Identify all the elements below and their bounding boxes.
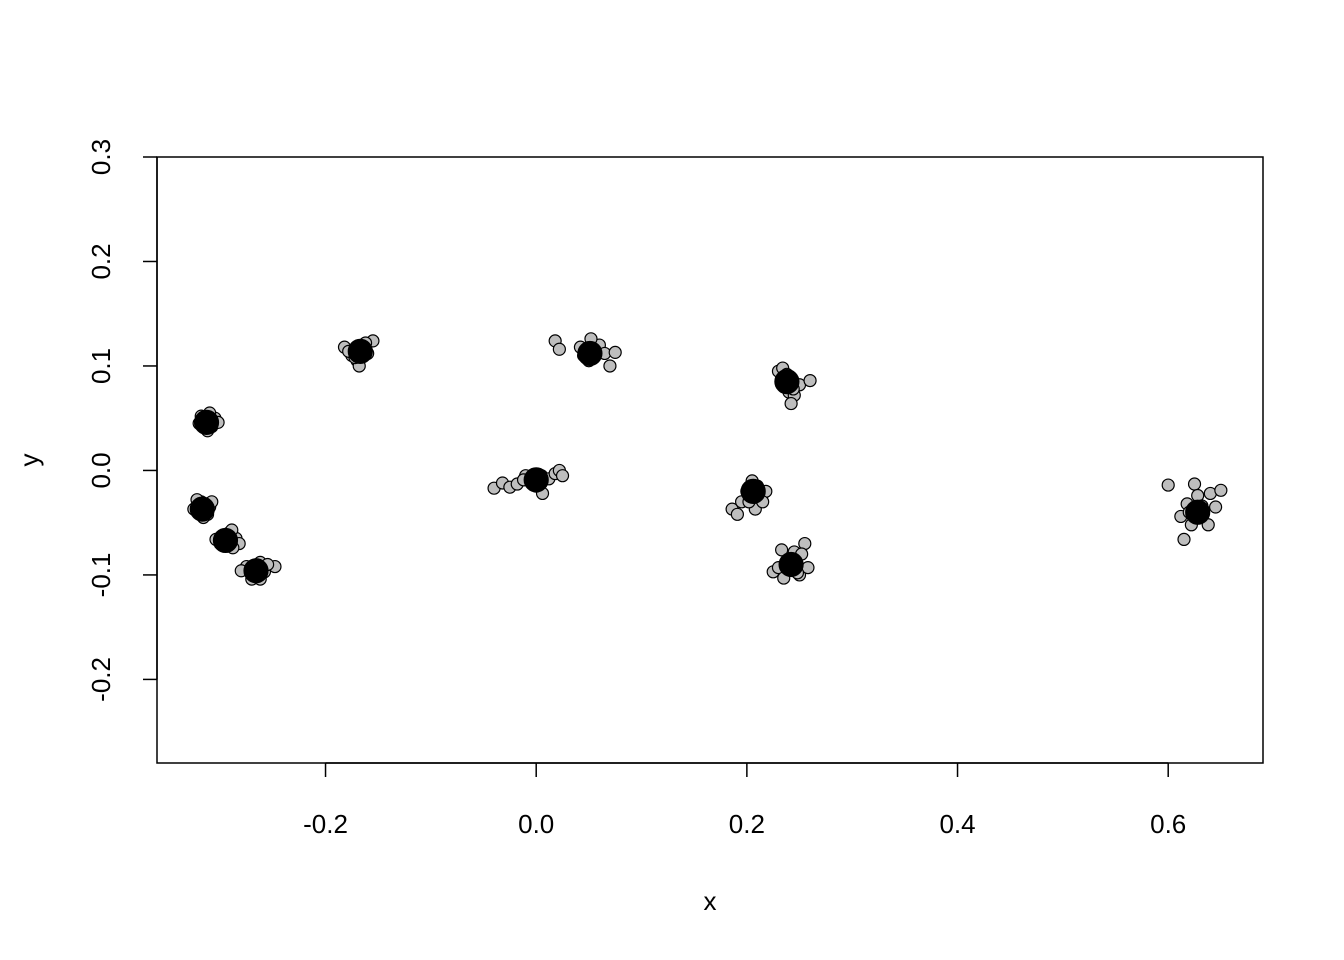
- cluster-center-point: [1185, 499, 1211, 525]
- data-points: [187, 332, 1228, 586]
- y-tick-label: 0.3: [86, 139, 116, 175]
- sample-point: [1187, 477, 1202, 491]
- sample-point: [1177, 532, 1191, 547]
- sample-point: [775, 543, 789, 557]
- x-axis-title: x: [704, 886, 717, 916]
- sample-point: [803, 373, 817, 388]
- cluster-center-point: [778, 551, 804, 578]
- sample-point: [608, 345, 622, 359]
- cluster-center-point: [774, 369, 800, 395]
- cluster-center-point: [347, 338, 373, 364]
- y-tick-label: -0.2: [86, 657, 116, 702]
- cluster-center-point: [523, 467, 549, 493]
- x-tick-label: 0.2: [729, 809, 765, 839]
- plot-frame: [156, 156, 1264, 764]
- y-axis-title: y: [14, 454, 44, 467]
- x-tick-label: 0.0: [518, 809, 554, 839]
- sample-point: [1161, 478, 1175, 492]
- y-tick-label: 0.2: [86, 243, 116, 279]
- cluster-center-point: [577, 340, 603, 367]
- sample-point: [1208, 500, 1223, 514]
- y-tick-label: -0.1: [86, 553, 116, 598]
- cluster-center-point: [212, 527, 239, 554]
- x-tick-label: -0.2: [303, 809, 348, 839]
- cluster-center-point: [740, 478, 766, 504]
- sample-point: [603, 359, 617, 373]
- y-tick-label: 0.1: [86, 348, 116, 384]
- y-tick-label: 0.0: [86, 452, 116, 488]
- cluster-center-point: [193, 409, 220, 435]
- x-tick-label: 0.6: [1150, 809, 1186, 839]
- x-tick-label: 0.4: [939, 809, 975, 839]
- sample-point: [784, 396, 798, 411]
- sample-point: [552, 342, 566, 356]
- cluster-center-point: [243, 558, 269, 584]
- cluster-center-point: [189, 496, 215, 522]
- sample-point: [730, 507, 744, 521]
- sample-point: [1214, 483, 1228, 497]
- y-axis: -0.2 -0.1 0.0 0.1 0.2 0.3: [86, 139, 158, 702]
- sample-point: [555, 469, 570, 483]
- x-axis: -0.2 0.0 0.2 0.4 0.6: [303, 762, 1186, 839]
